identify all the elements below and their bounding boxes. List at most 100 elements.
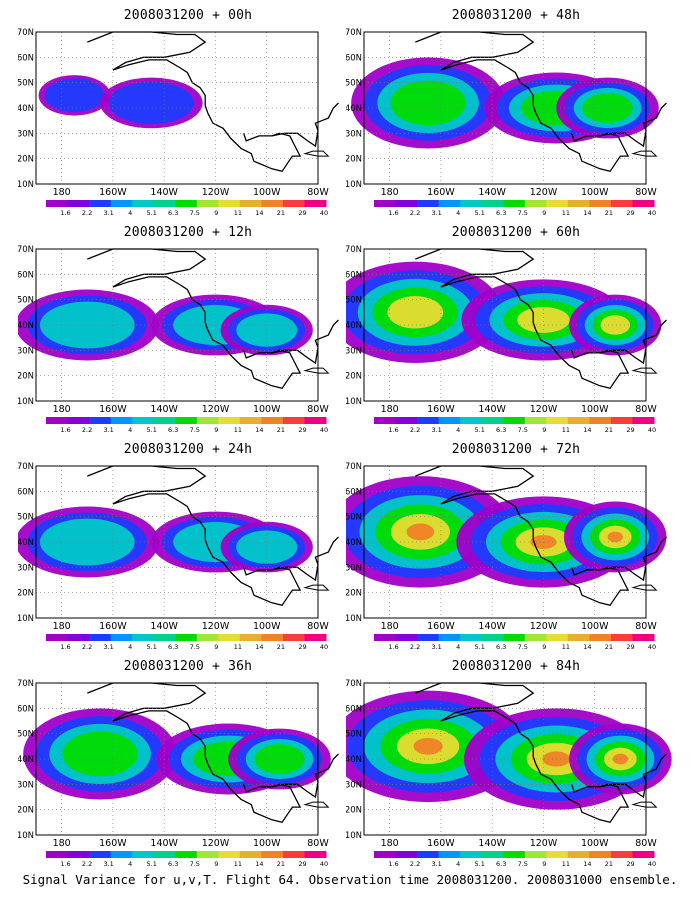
colorbar-label: 6.3: [168, 643, 178, 651]
colorbar-label: 5.1: [475, 209, 485, 217]
colorbar-label: 2.2: [82, 860, 92, 868]
longitude-label: 80W: [635, 621, 657, 632]
colorbar-label: 2.2: [410, 209, 420, 217]
longitude-label: 100W: [253, 621, 281, 632]
latitude-label: 30N: [18, 563, 34, 573]
colorbar-label: 11: [234, 426, 242, 434]
island-outline: [303, 150, 330, 157]
longitude-label: 160W: [427, 838, 455, 849]
longitude-label: 80W: [307, 187, 329, 198]
colorbar-swatch: [546, 634, 569, 641]
colorbar-swatch: [460, 634, 483, 641]
colorbar-label: 9: [214, 209, 218, 217]
coastline: [87, 31, 302, 173]
colorbar-swatch: [196, 200, 219, 207]
variance-region: [607, 531, 623, 543]
colorbar-label: 1.6: [60, 643, 70, 651]
colorbar-label: 1.6: [388, 860, 398, 868]
latitude-label: 20N: [346, 806, 362, 816]
latitude-label: 30N: [18, 780, 34, 790]
latitude-label: 30N: [346, 780, 362, 790]
colorbar-label: 14: [255, 643, 263, 651]
colorbar-label: 29: [626, 426, 634, 434]
colorbar-swatch: [239, 200, 262, 207]
colorbar-swatch: [153, 634, 176, 641]
variance-region: [600, 315, 631, 335]
latitude-label: 40N: [18, 755, 34, 765]
longitude-label: 80W: [307, 621, 329, 632]
colorbar-label: 7.5: [190, 426, 200, 434]
colorbar-swatch: [567, 417, 590, 424]
map-plot: 70N 60N 50N 40N 30N 20N 10N 180 160W 140W 120W 100W…: [18, 28, 339, 217]
coastline: [415, 465, 630, 607]
colorbar-label: 4: [456, 426, 460, 434]
colorbar-swatch: [196, 417, 219, 424]
variance-region: [39, 301, 135, 349]
latitude-label: 70N: [18, 679, 34, 689]
latitude-label: 10N: [346, 614, 362, 624]
colorbar-swatch: [417, 200, 440, 207]
colorbar-label: 11: [234, 209, 242, 217]
colorbar-label: 11: [562, 643, 570, 651]
colorbar-label: 4: [128, 860, 132, 868]
colorbar-swatch: [567, 851, 590, 858]
coastline: [271, 753, 339, 799]
panel-title: 2008031200 + 12h: [123, 225, 253, 240]
longitude-label: 100W: [581, 404, 609, 415]
colorbar-label: 5.1: [475, 860, 485, 868]
latitude-label: 50N: [18, 296, 34, 306]
colorbar-swatch: [304, 634, 327, 641]
colorbar-label: 2.2: [410, 860, 420, 868]
colorbar-label: 40: [320, 860, 328, 868]
colorbar-swatch: [89, 851, 112, 858]
colorbar-label: 9: [542, 643, 546, 651]
longitude-label: 140W: [478, 838, 506, 849]
longitude-label: 160W: [427, 404, 455, 415]
latitude-label: 50N: [18, 513, 34, 523]
latitude-label: 50N: [346, 79, 362, 89]
variance-region: [108, 81, 194, 124]
panel-5: 2008031200 + 72h 70N 60N 50N 40N 30N 20N 10N 18…: [346, 442, 686, 656]
panel-title: 2008031200 + 24h: [123, 442, 253, 457]
panel-3: 2008031200 + 60h 70N 60N 50N 40N 30N 20N 10N 18…: [346, 225, 686, 439]
colorbar-label: 1.6: [388, 209, 398, 217]
colorbar-swatch: [524, 200, 547, 207]
latitude-label: 20N: [346, 155, 362, 165]
colorbar-label: 3.1: [103, 209, 113, 217]
latitude-label: 70N: [346, 679, 362, 689]
map-plot: 70N 60N 50N 40N 30N 20N 10N 180 160W 140W 120W 100W…: [346, 245, 667, 434]
colorbar-swatch: [261, 200, 284, 207]
coastline: [415, 682, 630, 824]
colorbar-swatch: [524, 851, 547, 858]
longitude-label: 160W: [99, 187, 127, 198]
colorbar-swatch: [132, 634, 155, 641]
map-frame: [35, 31, 319, 185]
colorbar-label: 1.6: [60, 426, 70, 434]
variance-region: [44, 78, 105, 113]
colorbar-label: 5.1: [475, 426, 485, 434]
colorbar-swatch: [503, 417, 526, 424]
colorbar-label: 14: [255, 209, 263, 217]
longitude-label: 160W: [99, 404, 127, 415]
colorbar-swatch: [304, 417, 327, 424]
map-plot: 70N 60N 50N 40N 30N 20N 10N 180 160W 140W 120W 100W…: [18, 679, 339, 868]
colorbar-swatch: [546, 851, 569, 858]
variance-region: [236, 530, 298, 564]
longitude-label: 140W: [478, 187, 506, 198]
colorbar-label: 29: [626, 209, 634, 217]
colorbar-label: 7.5: [190, 643, 200, 651]
island-outline: [303, 584, 330, 591]
map-frame: [35, 682, 319, 836]
colorbar-label: 40: [320, 209, 328, 217]
colorbar-swatch: [567, 634, 590, 641]
colorbar-label: 3.1: [431, 426, 441, 434]
longitude-label: 100W: [253, 404, 281, 415]
colorbar-label: 11: [234, 860, 242, 868]
longitude-label: 120W: [202, 838, 230, 849]
panel-title: 2008031200 + 72h: [451, 442, 581, 457]
colorbar-swatch: [374, 417, 397, 424]
latitude-label: 70N: [18, 245, 34, 255]
colorbar-swatch: [239, 417, 262, 424]
variance-region: [517, 306, 570, 333]
colorbar-label: 2.2: [410, 643, 420, 651]
